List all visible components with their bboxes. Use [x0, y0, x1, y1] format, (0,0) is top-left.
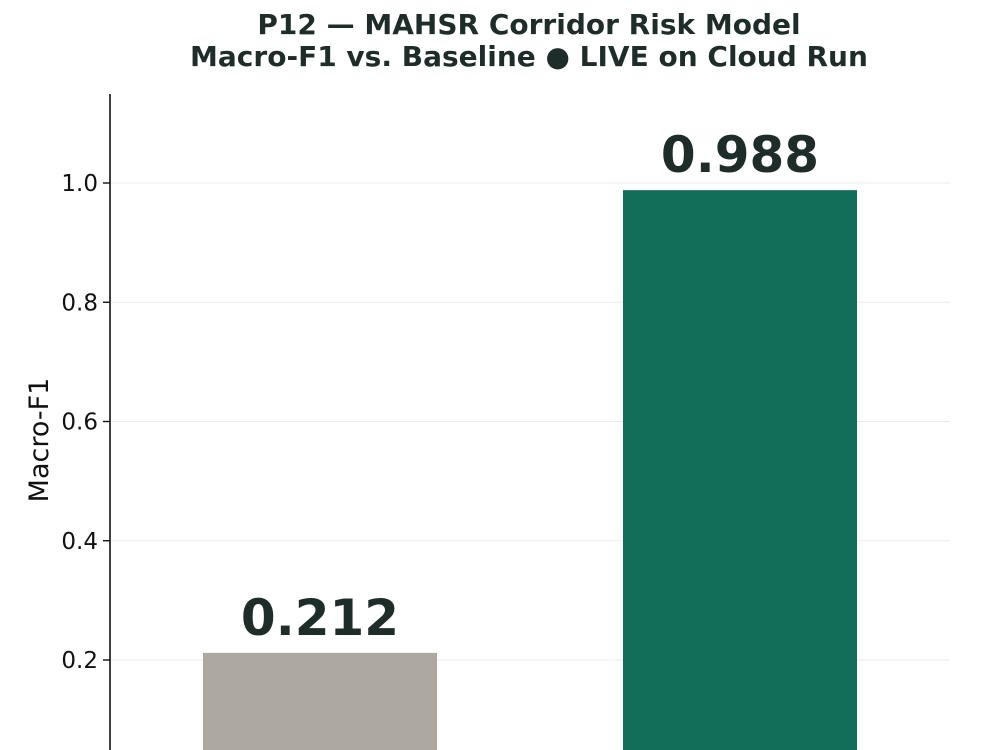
bar	[203, 652, 437, 750]
y-tick-label: 0.4	[61, 529, 98, 555]
data-label-layer: 0.212 0.988	[241, 126, 819, 647]
bar-value-label: 0.212	[241, 589, 399, 647]
tick-layer: 0.2 0.4 0.6 0.8 1.0	[61, 171, 110, 674]
chart-title: P12 — MAHSR Corridor Risk Model	[257, 8, 800, 41]
bar-layer	[203, 190, 857, 750]
y-tick-label: 0.2	[61, 648, 98, 674]
y-tick-label: 0.6	[61, 410, 98, 436]
chart-subtitle: Macro-F1 vs. Baseline ● LIVE on Cloud Ru…	[190, 40, 868, 73]
y-tick-label: 1.0	[61, 171, 98, 197]
y-tick-label: 0.8	[61, 290, 98, 316]
bar	[623, 190, 857, 750]
bar-value-label: 0.988	[661, 126, 819, 184]
y-axis-label: Macro-F1	[24, 378, 55, 503]
